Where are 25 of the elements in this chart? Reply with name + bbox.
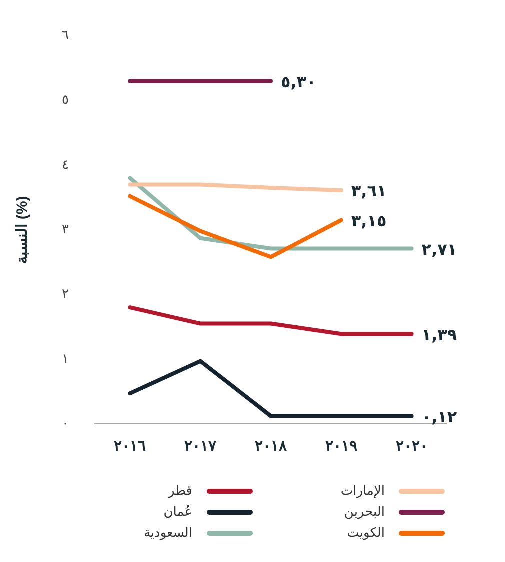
data-label: ١,٣٩ (422, 325, 458, 344)
legend-label: الكويت (347, 526, 385, 541)
legend-label: الإمارات (340, 484, 385, 499)
x-tick-label: ٢٠١٧ (184, 438, 218, 456)
legend-label: قطر (168, 484, 192, 499)
data-label: ٢,٧١ (422, 240, 458, 259)
y-tick-label: ٥ (62, 92, 69, 108)
legend-label: السعودية (144, 526, 192, 541)
data-label: ٣,٦١ (351, 182, 387, 201)
data-label: ٠,١٢ (422, 407, 458, 426)
y-tick-label: ٣ (62, 222, 69, 237)
legend-label: عُمان (164, 505, 192, 520)
y-axis-title: النسبة (%) (14, 196, 32, 264)
y-tick-label: ٠ (62, 416, 69, 431)
y-tick-label: ٢ (62, 286, 69, 302)
data-label: ٥,٣٠ (281, 72, 316, 92)
x-tick-label: ٢٠١٨ (255, 438, 288, 456)
y-tick-label: ٤ (62, 156, 69, 172)
y-tick-label: ٦ (62, 28, 69, 43)
x-tick-label: ٢٠٢٠ (396, 438, 428, 456)
data-label: ٣,١٥ (351, 211, 387, 230)
y-tick-label: ١ (62, 350, 69, 366)
x-tick-label: ٢٠١٦ (114, 438, 146, 456)
legend-label: البحرين (344, 505, 385, 520)
x-tick-label: ٢٠١٩ (325, 438, 358, 456)
